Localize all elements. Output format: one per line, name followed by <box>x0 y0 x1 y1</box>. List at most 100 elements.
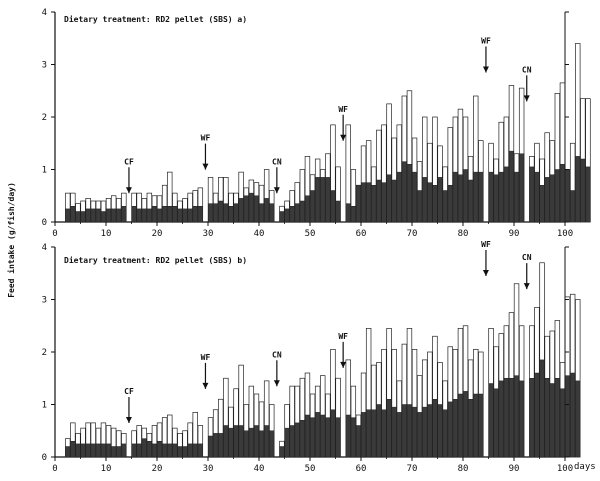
bar-dark <box>100 211 107 223</box>
bar-dark <box>498 171 504 223</box>
bar-dark <box>70 441 76 458</box>
panel-a-title: Dietary treatment: RD2 pellet (SBS) a) <box>64 14 247 24</box>
bar-dark <box>218 200 224 223</box>
bar-dark <box>360 412 367 458</box>
bar-dark <box>238 198 244 223</box>
bar-dark <box>411 171 418 223</box>
bar-dark <box>391 179 397 223</box>
bar-dark <box>223 425 229 458</box>
bar-dark <box>401 161 407 223</box>
x-tick-label: 100 <box>557 464 573 474</box>
bar-dark <box>309 417 316 458</box>
bar-dark <box>585 166 591 223</box>
bar-dark <box>151 206 158 223</box>
bar-dark <box>111 208 117 223</box>
x-tick-label: 0 <box>52 229 57 239</box>
bar-dark <box>75 443 81 458</box>
bar-dark <box>549 383 555 458</box>
bar-dark <box>167 206 173 223</box>
bar-dark <box>529 378 535 458</box>
annotation-arrow-head <box>273 187 280 194</box>
bar-dark <box>401 404 407 458</box>
bar-dark <box>366 182 372 223</box>
bar-dark <box>151 443 158 458</box>
x-tick-label: 40 <box>254 229 265 239</box>
bar-dark <box>70 206 76 223</box>
bar-dark <box>508 378 515 458</box>
bar-dark <box>304 414 311 458</box>
panel-b-ticks: 0 10 20 30 40 50 60 70 80 90 100 0 1 2 3 4 <box>42 243 574 474</box>
bar-dark <box>136 208 142 223</box>
bar-dark <box>162 443 168 458</box>
bar-dark <box>213 433 219 458</box>
bar-dark <box>513 171 520 223</box>
bar-dark <box>233 425 239 458</box>
bar-dark <box>437 404 443 458</box>
bar-dark <box>381 409 387 458</box>
bar-dark <box>65 208 71 223</box>
bar-dark <box>187 443 193 458</box>
bar-dark <box>100 443 107 458</box>
bar-dark <box>519 380 525 458</box>
y-tick-label: 1 <box>42 166 47 176</box>
x-tick-label: 50 <box>305 229 316 239</box>
bar-dark <box>544 177 550 223</box>
bar-dark <box>207 203 214 223</box>
x-tick-label: 100 <box>557 229 573 239</box>
bar-dark <box>121 443 127 458</box>
bar-dark <box>335 417 341 458</box>
bar-dark <box>513 375 520 458</box>
bar-dark <box>570 372 576 458</box>
bar-dark <box>177 208 183 223</box>
y-tick-label: 0 <box>42 218 47 228</box>
bar-dark <box>90 208 96 223</box>
bar-dark <box>146 441 152 458</box>
annotation-arrow-head <box>340 134 347 141</box>
bar-dark <box>279 211 285 223</box>
bar-dark <box>564 169 571 223</box>
x-tick-label: 0 <box>52 464 57 474</box>
bar-dark <box>498 380 504 458</box>
bar-dark <box>238 425 244 458</box>
x-tick-label: 10 <box>101 229 112 239</box>
bar-dark <box>269 203 275 223</box>
annotation-label: WF <box>338 105 348 114</box>
panel-a-ticks: 0 10 20 30 40 50 60 70 80 90 100 0 1 2 3 4 <box>42 8 574 239</box>
panel-b-title: Dietary treatment: RD2 pellet (SBS) b) <box>64 255 247 265</box>
bar-dark <box>218 433 224 458</box>
bar-dark <box>80 211 86 223</box>
bar-dark <box>131 443 137 458</box>
annotation-arrow-head <box>340 361 347 368</box>
bar-dark <box>299 200 305 223</box>
bar-dark <box>85 208 91 223</box>
annotation-label: WF <box>201 353 211 362</box>
annotation-arrow-head <box>482 270 489 276</box>
x-tick-label: 70 <box>407 229 418 239</box>
bar-dark <box>345 414 351 458</box>
y-tick-label: 4 <box>42 243 47 253</box>
annotation-label: CN <box>522 65 532 74</box>
bar-dark <box>411 406 418 458</box>
bar-dark <box>355 425 362 458</box>
x-tick-label: 80 <box>458 229 469 239</box>
bar-dark <box>146 208 152 223</box>
bar-dark <box>156 208 163 223</box>
bar-dark <box>172 206 178 223</box>
x-tick-label: 20 <box>152 229 163 239</box>
bar-dark <box>162 206 168 223</box>
y-tick-label: 3 <box>42 61 47 71</box>
bar-dark <box>575 380 581 458</box>
x-tick-label: 50 <box>305 464 316 474</box>
x-tick-label: 30 <box>203 464 214 474</box>
bar-dark <box>90 443 96 458</box>
bar-dark <box>391 406 397 458</box>
bar-dark <box>243 430 249 458</box>
bar-dark <box>437 177 443 223</box>
bar-dark <box>371 185 377 223</box>
bar-dark <box>289 206 295 223</box>
y-tick-label: 4 <box>42 8 47 18</box>
panel-b-bars <box>65 262 581 458</box>
bar-dark <box>447 401 453 458</box>
bar-dark <box>554 169 560 223</box>
